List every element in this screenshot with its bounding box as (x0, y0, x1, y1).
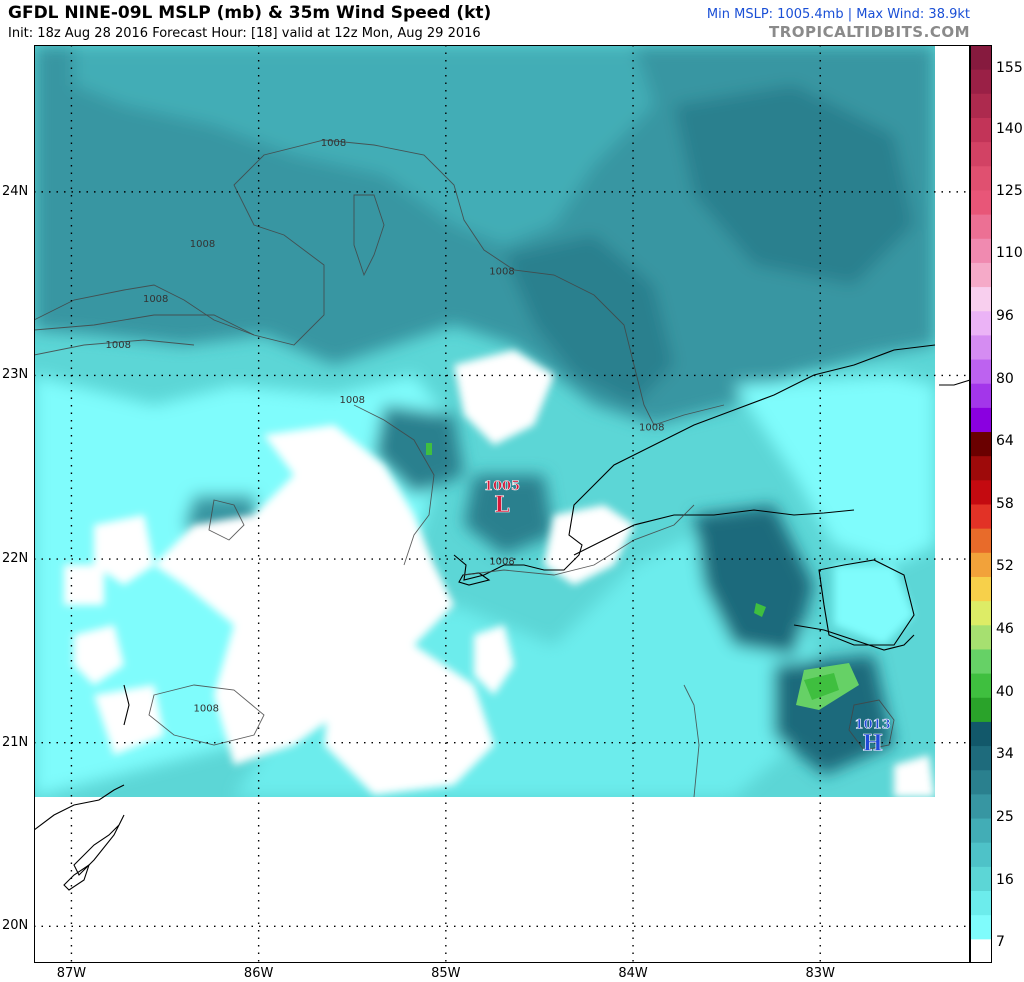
colorbar-swatch (970, 504, 992, 529)
colorbar-frame (970, 45, 992, 963)
colorbar-swatch (970, 721, 992, 747)
lon-tick-label: 84W (618, 966, 648, 981)
colorbar-swatch (970, 866, 992, 892)
colorbar-swatch (970, 842, 992, 867)
colorbar-swatch (970, 673, 992, 698)
colorbar-swatch (970, 745, 992, 771)
isobars (34, 139, 895, 798)
colorbar-tick-label: 34 (996, 746, 1014, 762)
colorbar-swatch (970, 914, 992, 940)
colorbar-swatch (970, 818, 992, 843)
colorbar-swatch (970, 793, 992, 819)
isobar-label: 1008 (190, 239, 215, 250)
colorbar-swatch (970, 769, 992, 795)
colorbar-swatch (970, 45, 992, 70)
lat-tick-label: 23N (2, 367, 29, 383)
lat-tick-label: 21N (2, 734, 29, 750)
low-pressure-symbol: L (494, 492, 509, 518)
colorbar-swatch (970, 189, 992, 215)
colorbar-swatch (970, 359, 992, 384)
lon-tick-label: 87W (56, 966, 87, 981)
colorbar-tick-label: 40 (996, 684, 1014, 700)
storm-stats: Min MSLP: 1005.4mb | Max Wind: 38.9kt (706, 7, 970, 22)
isobar-label: 1008 (340, 395, 365, 406)
colorbar-tick-label: 52 (996, 558, 1014, 574)
lat-tick-label: 22N (2, 551, 29, 567)
colorbar-swatch (970, 69, 992, 94)
wind-colorbar (970, 45, 992, 963)
isobar-label: 1008 (106, 340, 131, 351)
colorbar-swatch (970, 117, 992, 143)
colorbar-swatch (970, 431, 992, 457)
colorbar-tick-label: 7 (996, 934, 1005, 950)
colorbar-swatch (970, 165, 992, 191)
colorbar-tick-label: 96 (996, 308, 1014, 324)
isobar-labels: 1008 1008 1008 1008 1008 1008 1008 1008 1008 (106, 138, 665, 714)
colorbar-tick-label: 110 (996, 245, 1023, 261)
brand-watermark: TROPICALTIDBITS.COM (769, 23, 970, 41)
map-subtitle: Init: 18z Aug 28 2016 Forecast Hour: [18… (8, 26, 481, 41)
colorbar-swatch (970, 93, 992, 118)
colorbar-tick-label: 58 (996, 496, 1014, 512)
colorbar-swatch (970, 938, 992, 963)
colorbar-swatch (970, 576, 992, 602)
forecast-map: 1008 1008 1008 1008 1008 1008 1008 1008 1008 100… (34, 45, 970, 963)
colorbar-swatch (970, 552, 992, 577)
colorbar-swatch (970, 262, 992, 288)
colorbar-swatch (970, 214, 992, 239)
lon-tick-label: 83W (805, 966, 835, 981)
colorbar-swatch (970, 310, 992, 336)
colorbar-swatch (970, 141, 992, 167)
lon-tick-label: 85W (431, 966, 461, 981)
colorbar-swatch (970, 890, 992, 916)
colorbar-swatch (970, 479, 992, 505)
colorbar-tick-label: 125 (996, 183, 1023, 199)
wind-speed-shading (34, 45, 935, 797)
colorbar-swatch (970, 455, 992, 481)
colorbar-swatch (970, 407, 992, 433)
colorbar-swatch (970, 286, 992, 312)
colorbar-swatch (970, 697, 992, 722)
pressure-center-value: 1005 (484, 479, 520, 494)
lat-tick-label: 24N (2, 183, 29, 199)
colorbar-tick-label: 140 (996, 121, 1023, 137)
lat-lon-grid (34, 45, 970, 963)
map-frame (34, 45, 970, 963)
high-pressure-symbol: H (862, 731, 883, 757)
colorbar-tick-label: 46 (996, 621, 1014, 637)
coastline (34, 344, 970, 891)
colorbar-swatch (970, 238, 992, 263)
colorbar-tick-label: 64 (996, 433, 1014, 449)
pressure-center-value: 1013 (855, 718, 891, 733)
colorbar-swatch (970, 648, 992, 674)
isobar-label: 1008 (639, 423, 664, 434)
colorbar-swatch (970, 624, 992, 650)
map-title: GFDL NINE-09L MSLP (mb) & 35m Wind Speed… (8, 3, 492, 23)
colorbar-swatch (970, 528, 992, 553)
isobar-label: 1008 (321, 138, 346, 149)
colorbar-swatch (970, 600, 992, 626)
colorbar-swatch (970, 383, 992, 408)
colorbar-tick-label: 16 (996, 872, 1014, 888)
isobar-label: 1008 (489, 557, 514, 568)
isobar-label: 1008 (193, 703, 218, 714)
colorbar-tick-label: 80 (996, 371, 1014, 387)
lat-tick-label: 20N (2, 918, 29, 934)
colorbar-tick-label: 25 (996, 809, 1014, 825)
colorbar-swatch (970, 334, 992, 360)
isobar-label: 1008 (489, 267, 514, 278)
isobar-label: 1008 (143, 294, 168, 305)
lon-tick-label: 86W (243, 966, 274, 981)
colorbar-tick-label: 155 (996, 60, 1023, 76)
